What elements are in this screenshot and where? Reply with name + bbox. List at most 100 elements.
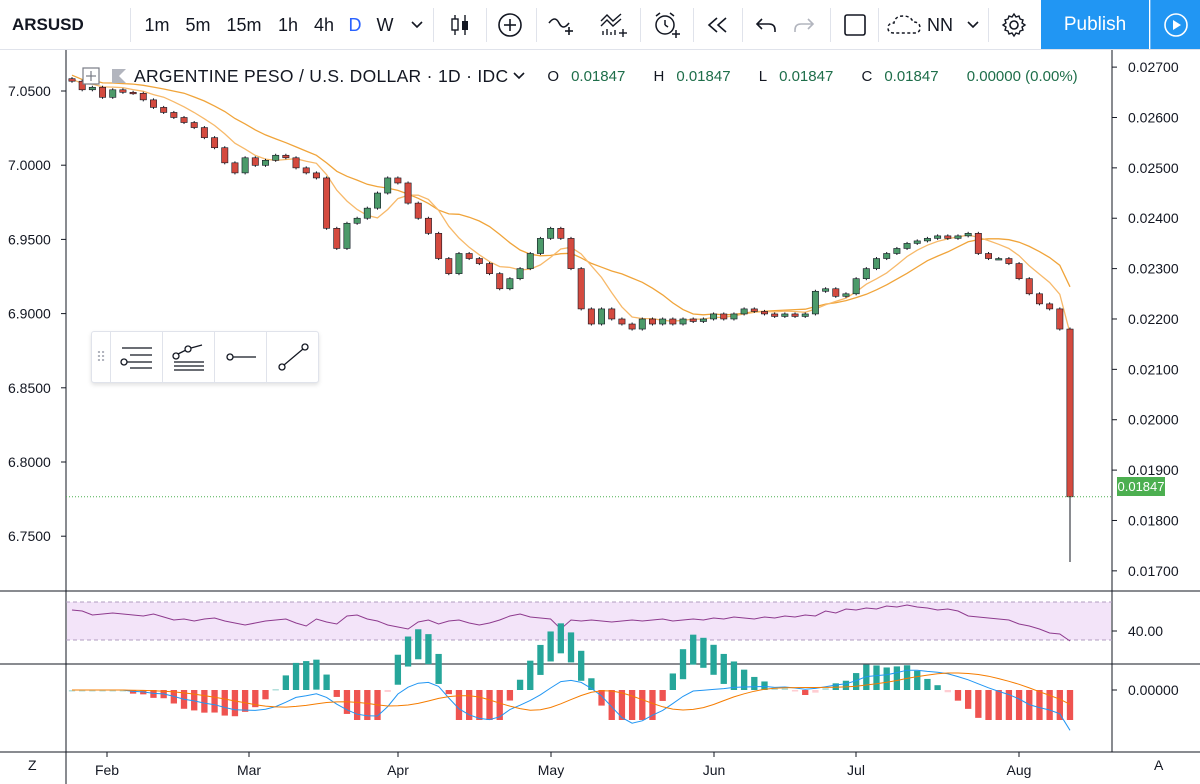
candle	[323, 176, 331, 230]
symbol-title[interactable]: ARGENTINE PESO / U.S. DOLLAR · 1D · IDC	[134, 65, 509, 86]
macd-histogram-bar	[415, 629, 422, 660]
candle-body	[801, 313, 809, 317]
candle	[628, 322, 636, 331]
macd-histogram-bar	[710, 644, 717, 675]
candle	[710, 312, 718, 321]
candle-body	[913, 240, 921, 244]
replay-icon[interactable]	[698, 0, 738, 50]
candle	[394, 176, 402, 185]
macd-histogram-bar	[527, 660, 534, 690]
zoom-button[interactable]: Z	[28, 757, 37, 773]
template-name[interactable]: NN	[927, 14, 953, 35]
candle-body	[262, 160, 269, 166]
candle	[150, 98, 157, 109]
horizontal-ray-tool-icon[interactable]	[214, 332, 266, 382]
candle	[200, 126, 208, 140]
candle	[740, 307, 748, 316]
candle	[883, 251, 891, 261]
x-axis-label: Mar	[237, 762, 261, 778]
macd-histogram-bar	[924, 678, 931, 690]
interval-1h[interactable]: 1h	[277, 14, 299, 35]
candle	[211, 136, 219, 150]
candle	[699, 317, 707, 324]
auto-scale-button[interactable]: A	[1154, 757, 1164, 773]
interval-15m[interactable]: 15m	[226, 14, 262, 35]
candle	[679, 317, 687, 326]
symbol-search[interactable]: ARSUSD	[12, 15, 84, 34]
alert-icon[interactable]	[645, 0, 689, 50]
macd-histogram-bar	[1005, 690, 1013, 720]
right-axis-label: 0.01800	[1128, 512, 1179, 528]
candle	[934, 234, 942, 240]
macd-histogram-bar	[934, 685, 941, 690]
interval-w[interactable]: W	[376, 14, 394, 35]
macd-histogram-bar	[985, 690, 992, 720]
candle	[822, 287, 830, 293]
add-symbol-icon[interactable]	[82, 67, 100, 85]
candle-body	[384, 177, 392, 194]
play-icon[interactable]	[1150, 0, 1200, 49]
macd-histogram-bar	[1066, 690, 1074, 720]
candle	[99, 85, 107, 99]
undo-icon[interactable]	[748, 0, 784, 50]
settings-icon[interactable]	[994, 0, 1034, 50]
candle	[638, 317, 646, 331]
redo-icon[interactable]	[786, 0, 822, 50]
toolbar-divider	[536, 8, 537, 42]
x-axis-label: Aug	[1007, 762, 1032, 778]
candle	[720, 312, 728, 321]
candle	[547, 226, 555, 240]
macd-histogram-bar	[191, 690, 198, 711]
candle	[312, 171, 320, 180]
ohlc-values: O 0.01847 H 0.01847 L 0.01847 C 0.01847 0.00…	[547, 68, 1089, 85]
candle-body	[1005, 258, 1013, 264]
indicators-icon[interactable]	[592, 0, 636, 50]
candle	[404, 181, 412, 205]
candle-body	[781, 313, 789, 317]
candle-body	[832, 288, 840, 297]
macd-histogram-bar	[201, 690, 208, 713]
candle-body	[822, 288, 830, 292]
macd-histogram-bar	[211, 690, 218, 713]
macd-histogram-bar	[995, 690, 1002, 720]
layout-icon[interactable]	[836, 0, 874, 50]
macd-line	[72, 669, 1071, 731]
macd-histogram-bar	[914, 670, 921, 690]
trend-line-tool-icon[interactable]	[266, 332, 318, 382]
macd-histogram-bar	[567, 632, 575, 663]
interval-d[interactable]: D	[348, 14, 362, 35]
candle	[170, 110, 178, 119]
chevron-down-icon[interactable]	[406, 0, 428, 50]
cloud-icon[interactable]	[884, 0, 924, 50]
horizontal-lines-tool-icon[interactable]	[110, 332, 162, 382]
flag-icon[interactable]	[110, 67, 128, 85]
candle	[160, 105, 168, 114]
macd-histogram-bar	[292, 662, 300, 690]
path-tool-icon[interactable]	[162, 332, 214, 382]
candle	[435, 231, 443, 261]
candle	[659, 317, 667, 326]
publish-button[interactable]: Publish	[1041, 0, 1149, 49]
candle	[109, 88, 117, 99]
candle-body	[954, 235, 962, 239]
drag-handle-icon[interactable]: ⠿	[95, 348, 107, 365]
toolbar-divider	[742, 8, 743, 42]
add-icon[interactable]	[490, 0, 530, 50]
candle-body	[211, 137, 219, 149]
candle-body	[669, 318, 677, 325]
chevron-down-icon[interactable]	[962, 0, 984, 50]
macd-histogram-bar	[802, 690, 809, 695]
interval-4h[interactable]: 4h	[313, 14, 335, 35]
macd-histogram-bar	[231, 690, 239, 717]
chevron-down-icon[interactable]	[513, 72, 525, 80]
compare-icon[interactable]	[540, 0, 584, 50]
candle-body	[251, 157, 259, 166]
candle	[68, 77, 76, 83]
macd-histogram-bar	[903, 665, 911, 690]
macd-histogram-bar	[394, 654, 402, 685]
interval-5m[interactable]: 5m	[185, 14, 211, 35]
chart-canvas[interactable]: 0.02700 0.02600 0.02500 0.02400 0.02300 0.022…	[0, 50, 1200, 784]
candle	[577, 267, 585, 311]
interval-1m[interactable]: 1m	[144, 14, 170, 35]
candles-icon[interactable]	[440, 0, 480, 50]
